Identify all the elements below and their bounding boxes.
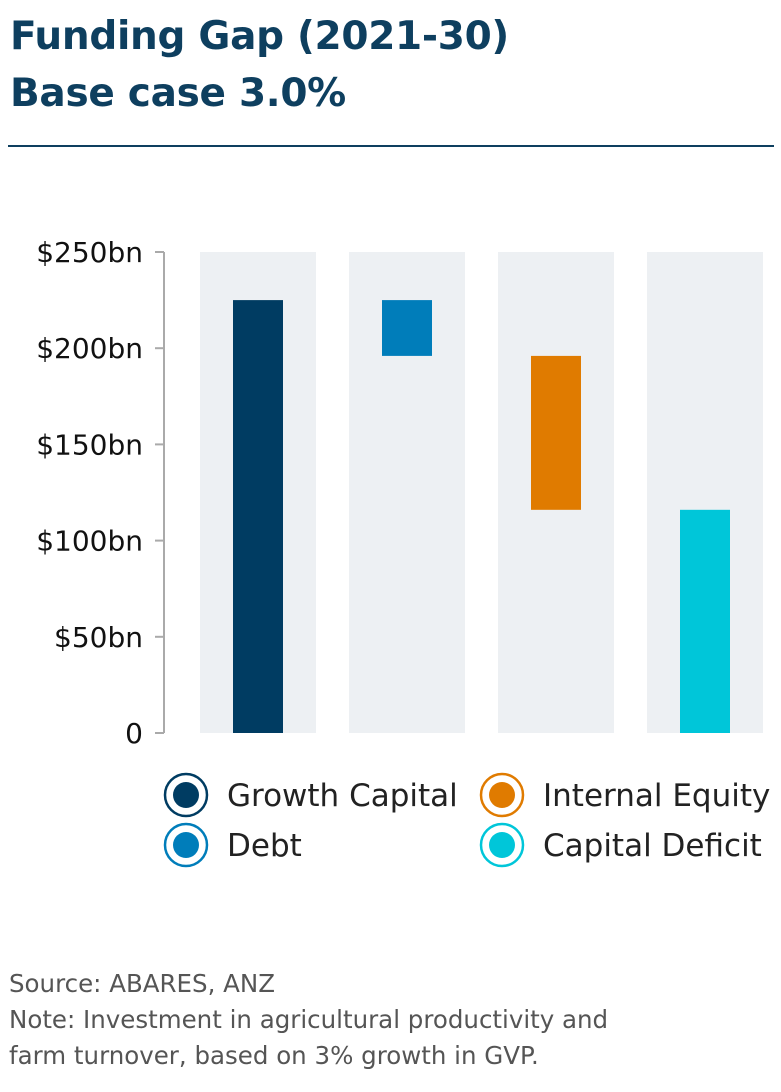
y-tick-label-200: $200bn [36, 332, 143, 365]
legend-label-capital-deficit: Capital Deficit [543, 828, 762, 864]
bar-growth-capital [233, 300, 283, 733]
legend-label-growth-capital: Growth Capital [227, 778, 458, 814]
funding-gap-chart: $250bn $200bn $150bn $100bn $50bn 0 Growth Cap… [36, 236, 770, 868]
chart-title-line-1: Funding Gap (2021-30) [10, 14, 509, 59]
legend-label-internal-equity: Internal Equity [543, 778, 770, 814]
y-tick-label-250: $250bn [36, 236, 143, 269]
legend-label-debt: Debt [227, 828, 302, 864]
y-tick-label-100: $100bn [36, 525, 143, 558]
y-tick-label-150: $150bn [36, 428, 143, 461]
legend-dot-internal-equity [489, 782, 515, 808]
legend-dot-growth-capital [173, 782, 199, 808]
bar-internal-equity [531, 355, 581, 510]
chart-title: Funding Gap (2021-30) Base case 3.0% [10, 8, 509, 122]
legend-dot-debt [173, 832, 199, 858]
y-tick-label-50: $50bn [54, 621, 143, 654]
chart-title-line-2: Base case 3.0% [10, 71, 346, 116]
note-text-line-1: Note: Investment in agricultural product… [9, 1005, 609, 1034]
y-tick-label-0: 0 [125, 717, 143, 750]
bar-debt [382, 300, 432, 356]
note-text-line-2: farm turnover, based on 3% growth in GVP… [9, 1041, 539, 1070]
legend-dot-capital-deficit [489, 832, 515, 858]
bar-capital-deficit [680, 509, 730, 733]
chart-footer: Source: ABARES, ANZ Note: Investment in … [9, 966, 608, 1074]
title-divider [8, 145, 774, 147]
source-text: Source: ABARES, ANZ [9, 969, 276, 998]
